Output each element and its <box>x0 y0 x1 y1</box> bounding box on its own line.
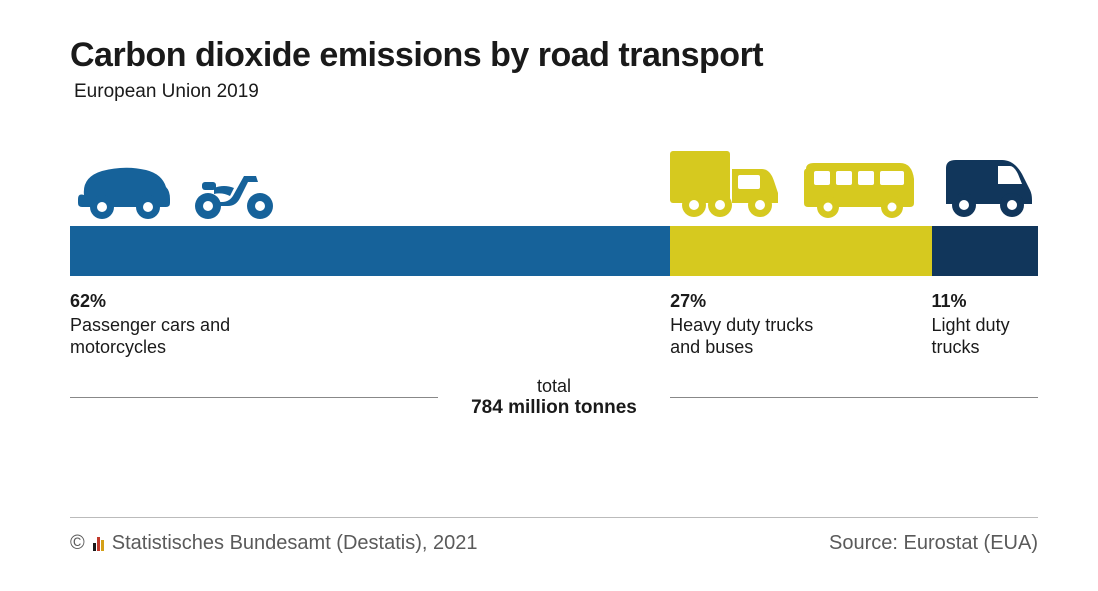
desc-passenger: Passenger cars andmotorcycles <box>70 315 230 358</box>
label-light: 11% Light dutytrucks <box>932 290 1010 359</box>
destatis-logo-icon <box>93 537 104 551</box>
bar-segment-heavy <box>670 226 931 276</box>
desc-heavy: Heavy duty trucksand buses <box>670 315 813 358</box>
labels-row: 62% Passenger cars andmotorcycles 27% He… <box>70 290 1038 364</box>
publisher-text: Statistisches Bundesamt (Destatis), 2021 <box>112 532 478 555</box>
bar-segment-passenger <box>70 226 670 276</box>
van-icon <box>940 154 1035 224</box>
chart-title: Carbon dioxide emissions by road transpo… <box>70 36 1038 75</box>
truck-icon <box>668 147 783 224</box>
pct-light: 11% <box>932 290 1010 313</box>
icons-row <box>70 149 1038 224</box>
infographic-container: Carbon dioxide emissions by road transpo… <box>0 0 1098 591</box>
footer: © Statistisches Bundesamt (Destatis), 20… <box>70 517 1038 555</box>
divider-left <box>70 397 438 398</box>
total-block: total 784 million tonnes <box>70 376 1038 419</box>
source-text: Source: Eurostat (EUA) <box>829 532 1038 555</box>
motorcycle-icon <box>190 164 278 224</box>
copyright-symbol: © <box>70 532 85 555</box>
stacked-bar <box>70 226 1038 276</box>
pct-passenger: 62% <box>70 290 230 313</box>
car-icon <box>74 157 174 224</box>
label-passenger: 62% Passenger cars andmotorcycles <box>70 290 230 359</box>
total-value: 784 million tonnes <box>70 397 1038 419</box>
label-heavy: 27% Heavy duty trucksand buses <box>670 290 813 359</box>
bar-segment-light <box>932 226 1038 276</box>
desc-light: Light dutytrucks <box>932 315 1010 358</box>
footer-left: © Statistisches Bundesamt (Destatis), 20… <box>70 532 477 555</box>
divider-right <box>670 397 1038 398</box>
chart-subtitle: European Union 2019 <box>74 81 1038 103</box>
pct-heavy: 27% <box>670 290 813 313</box>
bus-icon <box>800 159 918 224</box>
total-label: total <box>70 376 1038 397</box>
